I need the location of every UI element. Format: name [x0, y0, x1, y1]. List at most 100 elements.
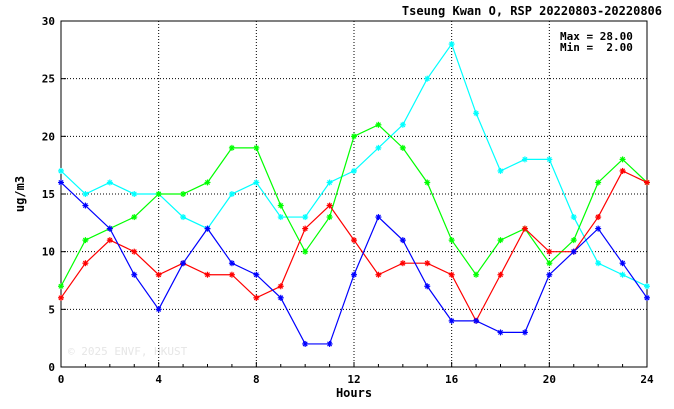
data-point	[228, 260, 235, 267]
data-point	[521, 329, 528, 336]
data-point	[180, 191, 187, 197]
data-point	[277, 214, 284, 221]
y-tick-label: 20	[42, 130, 55, 143]
data-point	[253, 271, 260, 278]
data-point	[253, 144, 260, 151]
data-point	[131, 214, 138, 221]
data-point	[106, 225, 113, 232]
data-point	[106, 237, 113, 244]
data-point	[619, 260, 626, 267]
data-point	[473, 110, 480, 117]
x-tick-label: 24	[640, 373, 654, 386]
data-point	[521, 156, 528, 163]
y-tick-label: 25	[42, 73, 55, 86]
data-point	[448, 237, 455, 244]
data-point	[58, 294, 64, 301]
ticks: 0 4 8 12 16 20 24 0 5 10 15 20 25 30	[42, 15, 654, 386]
data-point	[155, 271, 162, 278]
data-point	[546, 260, 553, 267]
data-point	[497, 167, 504, 174]
data-point	[399, 260, 406, 267]
data-point	[570, 248, 577, 255]
data-point	[351, 237, 357, 244]
data-point	[351, 133, 357, 140]
data-point	[58, 283, 64, 290]
series-layer	[58, 41, 650, 347]
data-point	[131, 191, 138, 197]
data-point	[253, 294, 260, 301]
data-point	[180, 214, 187, 221]
y-tick-label: 15	[42, 188, 55, 201]
series-4	[58, 179, 650, 347]
y-tick-label: 5	[48, 303, 55, 316]
data-point	[326, 179, 333, 186]
data-point	[448, 271, 455, 278]
data-point	[619, 156, 626, 163]
data-point	[521, 225, 528, 232]
data-point	[546, 248, 553, 255]
data-point	[497, 329, 504, 336]
data-point	[595, 179, 602, 186]
data-point	[131, 271, 138, 278]
data-point	[424, 260, 431, 267]
data-point	[58, 167, 64, 174]
data-point	[277, 294, 284, 301]
data-point	[448, 317, 455, 324]
data-point	[277, 283, 284, 290]
data-point	[82, 191, 89, 197]
x-tick-label: 4	[155, 373, 162, 386]
data-point	[253, 179, 260, 186]
x-tick-label: 8	[253, 373, 260, 386]
data-point	[619, 167, 626, 174]
data-point	[204, 225, 211, 232]
data-point	[448, 41, 455, 48]
data-point	[399, 237, 406, 244]
y-axis-label: ug/m3	[13, 176, 27, 212]
data-point	[302, 248, 309, 255]
data-point	[595, 214, 602, 221]
x-tick-label: 20	[543, 373, 556, 386]
data-point	[497, 237, 504, 244]
data-point	[204, 179, 211, 186]
x-tick-label: 16	[445, 373, 459, 386]
data-point	[473, 271, 480, 278]
data-point	[204, 271, 211, 278]
x-tick-label: 12	[347, 373, 360, 386]
data-point	[326, 202, 333, 209]
x-tick-label: 0	[58, 373, 65, 386]
data-point	[228, 191, 235, 197]
data-point	[570, 237, 577, 244]
data-point	[106, 179, 113, 186]
data-point	[644, 179, 650, 186]
data-point	[595, 260, 602, 267]
data-point	[570, 214, 577, 221]
data-point	[546, 156, 553, 163]
data-point	[131, 248, 138, 255]
data-point	[375, 271, 382, 278]
data-point	[375, 144, 382, 151]
data-point	[82, 202, 89, 209]
data-point	[351, 271, 357, 278]
x-axis-label: Hours	[336, 386, 372, 400]
data-point	[424, 179, 431, 186]
data-point	[595, 225, 602, 232]
data-point	[82, 237, 89, 244]
data-point	[228, 144, 235, 151]
data-point	[302, 340, 309, 347]
data-point	[644, 283, 650, 290]
data-point	[497, 271, 504, 278]
y-tick-label: 30	[42, 15, 55, 28]
data-point	[155, 191, 162, 197]
chart-title: Tseung Kwan O, RSP 20220803-20220806	[402, 4, 662, 18]
y-tick-label: 10	[42, 246, 55, 259]
min-label: Min = 2.00	[560, 41, 633, 54]
data-point	[58, 179, 64, 186]
data-point	[473, 317, 480, 324]
data-point	[155, 306, 162, 313]
data-point	[546, 271, 553, 278]
data-point	[351, 167, 357, 174]
data-point	[424, 283, 431, 290]
data-point	[619, 271, 626, 278]
data-point	[399, 144, 406, 151]
